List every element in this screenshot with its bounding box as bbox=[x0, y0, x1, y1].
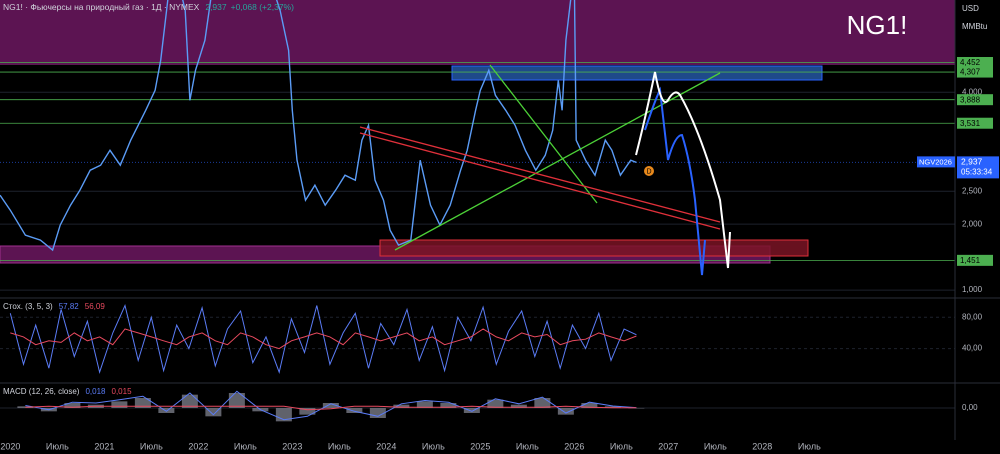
red-zone bbox=[379, 239, 809, 257]
level-label: 4,307 bbox=[960, 68, 981, 77]
series-line bbox=[0, 0, 637, 252]
y-tick-label: 80,00 bbox=[962, 312, 983, 321]
histogram-bar bbox=[134, 398, 151, 408]
level-label: 3,888 bbox=[960, 95, 981, 104]
histogram-bar bbox=[181, 394, 198, 408]
dividend-marker bbox=[644, 166, 654, 176]
x-tick-label: 2024 bbox=[376, 441, 396, 451]
watermark: NG1! bbox=[847, 10, 908, 40]
level-label: 4,452 bbox=[960, 58, 981, 67]
y-tick-label: 4,000 bbox=[962, 87, 983, 96]
histogram-bar bbox=[463, 408, 480, 413]
axes: 2020 Июль 2021 Июль 2022 Июль 2023 Июль 2024 Июль… bbox=[0, 57, 999, 451]
blue-zone bbox=[451, 65, 823, 81]
x-tick-label: Июль bbox=[798, 441, 821, 451]
histogram-bar bbox=[111, 401, 128, 408]
forecast-path bbox=[635, 71, 731, 269]
trend-line bbox=[359, 132, 721, 230]
histogram-bar bbox=[416, 401, 433, 408]
level-tag bbox=[957, 57, 993, 69]
x-tick-label: 2026 bbox=[564, 441, 584, 451]
unit: MMBtu bbox=[962, 22, 987, 31]
symbol-title: NG1! · Фьючерсы на природный газ · 1Д · … bbox=[3, 2, 200, 12]
histogram-bar bbox=[158, 408, 175, 413]
contract-tag bbox=[917, 156, 955, 168]
indicator-title: MACD (12, 26, close) bbox=[3, 387, 80, 396]
x-tick-label: Июль bbox=[516, 441, 539, 451]
header-price: 2,937 bbox=[205, 2, 227, 12]
x-tick-label: Июль bbox=[328, 441, 351, 451]
histogram-bar bbox=[604, 406, 621, 408]
indicator-title: Стох. (3, 5, 3) bbox=[3, 302, 53, 311]
currency: USD bbox=[962, 4, 979, 13]
level-label: 1,451 bbox=[960, 256, 981, 265]
indicator-panes bbox=[9, 303, 645, 422]
price-pane bbox=[0, 0, 637, 252]
x-tick-label: 2021 bbox=[94, 441, 114, 451]
resistance-zone bbox=[0, 0, 955, 65]
histogram-bar bbox=[299, 408, 316, 415]
histogram-bar bbox=[369, 408, 386, 418]
x-tick-label: Июль bbox=[610, 441, 633, 451]
trend-line bbox=[489, 64, 598, 204]
histogram-bar bbox=[557, 408, 574, 415]
last-value: 57,82 bbox=[59, 302, 80, 311]
price-tag bbox=[957, 156, 999, 179]
y-tick-label: 0,00 bbox=[962, 403, 978, 412]
x-tick-label: 2025 bbox=[470, 441, 490, 451]
indicator-legend: Стох. (3, 5, 3) 57,82 56,09 bbox=[3, 302, 105, 311]
last-value: 0,018 bbox=[85, 387, 106, 396]
histogram-bar bbox=[322, 403, 339, 408]
level-tag bbox=[957, 94, 993, 106]
contract-label: NGV2026 bbox=[919, 157, 952, 166]
zones bbox=[0, 0, 955, 264]
x-tick-label: Июль bbox=[46, 441, 69, 451]
x-tick-label: 2027 bbox=[658, 441, 678, 451]
histogram-bar bbox=[205, 408, 222, 417]
x-tick-label: Июль bbox=[234, 441, 257, 451]
y-tick-label: 2,500 bbox=[962, 186, 983, 195]
histogram-bar bbox=[510, 404, 527, 408]
countdown: 05:33:34 bbox=[961, 167, 993, 176]
x-tick-label: 2023 bbox=[282, 441, 302, 451]
level-tag bbox=[957, 66, 993, 78]
marker-label: D bbox=[646, 168, 651, 175]
histogram-bar bbox=[534, 398, 551, 408]
header: NG1! · Фьючерсы на природный газ · 1Д · … bbox=[3, 2, 294, 12]
forecast-path bbox=[644, 86, 706, 276]
histogram-bar bbox=[346, 408, 363, 413]
drawings: D bbox=[359, 64, 731, 276]
last-value: 0,015 bbox=[112, 387, 133, 396]
x-tick-label: Июль bbox=[140, 441, 163, 451]
levels bbox=[0, 62, 955, 261]
histogram-bar bbox=[440, 403, 457, 408]
histogram-bar bbox=[64, 403, 81, 408]
histogram-bar bbox=[487, 399, 504, 408]
current-price-label: 2,937 bbox=[961, 157, 983, 167]
histogram-bar bbox=[17, 406, 34, 408]
x-tick-label: 2022 bbox=[188, 441, 208, 451]
y-tick-label: 40,00 bbox=[962, 344, 983, 353]
last-value: 56,09 bbox=[85, 302, 106, 311]
trend-line bbox=[359, 126, 721, 223]
series-line bbox=[25, 390, 637, 421]
header-change: +0,068 (+2,37%) bbox=[231, 2, 294, 12]
histogram-bar bbox=[393, 404, 410, 408]
indicator-legend: MACD (12, 26, close) 0,018 0,015 bbox=[3, 387, 132, 396]
x-tick-label: 2028 bbox=[752, 441, 772, 451]
x-tick-label: Июль bbox=[422, 441, 445, 451]
histogram-bar bbox=[581, 403, 598, 408]
level-tag bbox=[957, 254, 993, 266]
level-label: 3,531 bbox=[960, 119, 981, 128]
level-tag bbox=[957, 117, 993, 129]
histogram-bar bbox=[228, 393, 245, 408]
y-tick-label: 1,000 bbox=[962, 285, 983, 294]
series-line bbox=[25, 405, 637, 411]
x-tick-label: 2020 bbox=[0, 441, 20, 451]
series-line bbox=[10, 328, 637, 350]
x-tick-label: Июль bbox=[704, 441, 727, 451]
y-tick-label: 2,000 bbox=[962, 219, 983, 228]
